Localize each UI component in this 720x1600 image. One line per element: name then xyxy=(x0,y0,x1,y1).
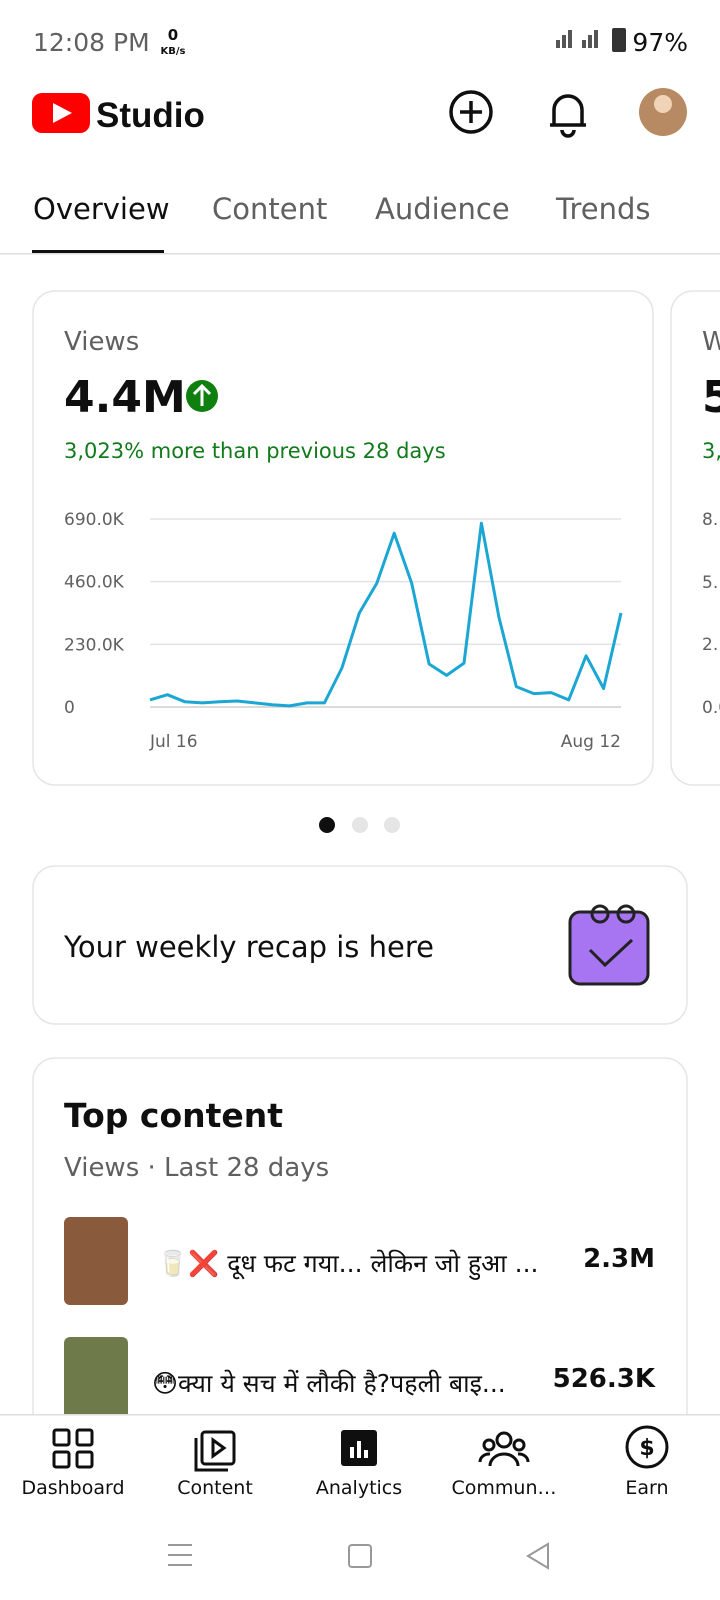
nav-icons xyxy=(52,1425,669,1472)
line xyxy=(149,521,623,708)
avatar-face xyxy=(654,95,672,113)
video-views: 2.3M xyxy=(583,1244,655,1274)
divider xyxy=(0,253,720,255)
pager-dot[interactable] xyxy=(319,817,335,833)
system-nav xyxy=(168,1542,549,1570)
y-tick-label: 0 xyxy=(64,698,75,718)
y-tick-label: 0.0 xyxy=(702,698,720,718)
notifications-button[interactable] xyxy=(550,94,586,138)
y-tick-label: 2. xyxy=(702,635,718,655)
y-tick-label: 8. xyxy=(702,510,718,530)
nav-label[interactable]: Content xyxy=(177,1477,253,1499)
card-label: Views xyxy=(64,327,139,357)
recap-icon xyxy=(568,904,650,986)
tab[interactable]: Trends xyxy=(555,192,650,226)
nav-label[interactable]: Commun… xyxy=(452,1477,557,1499)
card-total: 4.4M xyxy=(64,372,186,423)
y-tick-label: 5. xyxy=(702,573,718,593)
x-tick-label: Jul 16 xyxy=(149,732,198,752)
create-button[interactable] xyxy=(449,90,493,134)
data-speed: 0 xyxy=(168,26,178,44)
time: 12:08 PM xyxy=(33,28,150,57)
pager-dot[interactable] xyxy=(384,817,400,833)
tab[interactable]: Audience xyxy=(375,192,510,226)
thumbnail[interactable] xyxy=(64,1337,128,1425)
card-total: 5 xyxy=(702,372,720,423)
thumbnail[interactable] xyxy=(64,1217,128,1305)
tab[interactable]: Overview xyxy=(33,192,170,226)
y-tick-label: 460.0K xyxy=(64,573,125,593)
signal-icons xyxy=(556,28,626,52)
video-title[interactable]: 😳क्या ये सच में लौकी है?पहली बाइ... xyxy=(152,1369,506,1398)
video-title[interactable]: 🥛❌ दूध फट गया... लेकिन जो हुआ ... xyxy=(157,1249,539,1280)
tab[interactable]: Content xyxy=(212,192,327,226)
section-title: Top content xyxy=(64,1096,283,1135)
tab-indicator xyxy=(32,250,164,254)
battery: 97% xyxy=(632,28,688,57)
video-views: 526.3K xyxy=(553,1364,656,1394)
nav-label[interactable]: Analytics xyxy=(316,1477,402,1499)
section-subtitle: Views · Last 28 days xyxy=(64,1153,329,1183)
divider xyxy=(0,1414,720,1416)
views-card[interactable] xyxy=(32,290,654,786)
card-comparison: 3,023% more than previous 28 days xyxy=(64,439,446,463)
data-unit: KB/s xyxy=(161,46,186,57)
logo-play xyxy=(53,103,72,123)
next-card[interactable] xyxy=(670,290,720,786)
card-label: W xyxy=(702,327,720,357)
card-comparison: 3, xyxy=(702,439,720,463)
x-tick-label: Aug 12 xyxy=(561,732,621,752)
y-tick-label: 690.0K xyxy=(64,510,125,530)
pager-dot[interactable] xyxy=(352,817,368,833)
y-tick-label: 230.0K xyxy=(64,635,125,655)
views-chart: 0 230.0K 460.0K 690.0K Jul 16 Aug 12 xyxy=(64,510,623,752)
analytics-icon-bars xyxy=(350,1441,368,1458)
nav-label[interactable]: Dashboard xyxy=(21,1477,124,1499)
earn-icon-symbol: $ xyxy=(639,1436,654,1461)
trend-up-icon xyxy=(186,380,218,412)
app-name: Studio xyxy=(96,96,205,135)
nav-label[interactable]: Earn xyxy=(625,1477,668,1499)
recap-card[interactable] xyxy=(32,865,688,1025)
recap-text: Your weekly recap is here xyxy=(63,930,434,964)
